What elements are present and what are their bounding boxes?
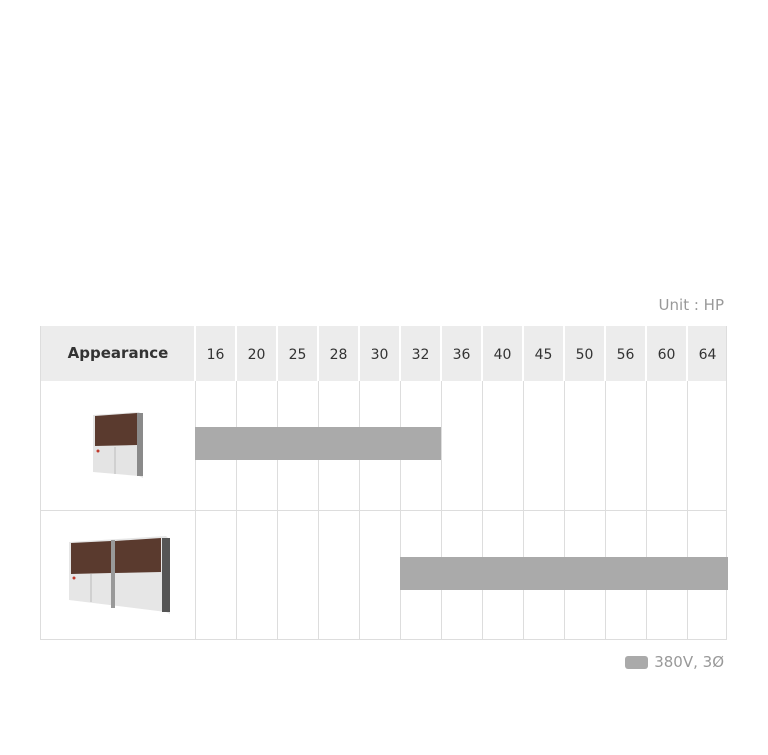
column-divider <box>687 381 688 640</box>
double-module-outdoor-unit-image <box>69 536 171 618</box>
column-divider <box>359 381 360 640</box>
header-divider <box>440 326 442 381</box>
row-divider <box>41 510 726 511</box>
capacity-range-table: Appearance 16 20 25 28 30 32 36 40 45 50 56 60 64 <box>40 326 728 640</box>
range-bar-32-64 <box>400 557 728 590</box>
header-divider <box>194 326 196 381</box>
header-hp-32: 32 <box>411 347 430 363</box>
header-divider <box>686 326 688 381</box>
column-divider <box>605 381 606 640</box>
unit-label: Unit : HP <box>658 296 724 314</box>
header-hp-28: 28 <box>329 347 348 363</box>
column-divider <box>236 381 237 640</box>
header-divider <box>563 326 565 381</box>
header-hp-36: 36 <box>452 347 471 363</box>
header-hp-16: 16 <box>206 347 225 363</box>
header-hp-40: 40 <box>493 347 512 363</box>
header-divider <box>522 326 524 381</box>
header-hp-30: 30 <box>370 347 389 363</box>
header-divider <box>645 326 647 381</box>
header-divider <box>604 326 606 381</box>
header-divider <box>276 326 278 381</box>
column-divider <box>277 381 278 640</box>
header-hp-60: 60 <box>657 347 676 363</box>
legend-swatch <box>625 655 649 669</box>
header-hp-25: 25 <box>288 347 307 363</box>
column-divider <box>400 381 401 640</box>
header-hp-56: 56 <box>616 347 635 363</box>
column-divider <box>564 381 565 640</box>
header-divider <box>235 326 237 381</box>
header-divider <box>358 326 360 381</box>
header-hp-45: 45 <box>534 347 553 363</box>
header-divider <box>399 326 401 381</box>
header-hp-50: 50 <box>575 347 594 363</box>
column-divider <box>523 381 524 640</box>
legend: 380V, 3Ø <box>625 653 724 671</box>
header-divider <box>317 326 319 381</box>
header-divider <box>481 326 483 381</box>
column-divider <box>318 381 319 640</box>
table-header: Appearance 16 20 25 28 30 32 36 40 45 50 56 60 64 <box>41 326 726 381</box>
column-divider <box>441 381 442 640</box>
column-divider <box>482 381 483 640</box>
legend-label: 380V, 3Ø <box>654 653 724 671</box>
header-hp-20: 20 <box>247 347 266 363</box>
range-bar-16-32 <box>195 427 441 460</box>
single-module-outdoor-unit-image <box>93 412 145 482</box>
header-appearance: Appearance <box>67 344 169 362</box>
header-hp-64: 64 <box>698 347 717 363</box>
column-divider <box>646 381 647 640</box>
column-divider <box>195 381 196 640</box>
